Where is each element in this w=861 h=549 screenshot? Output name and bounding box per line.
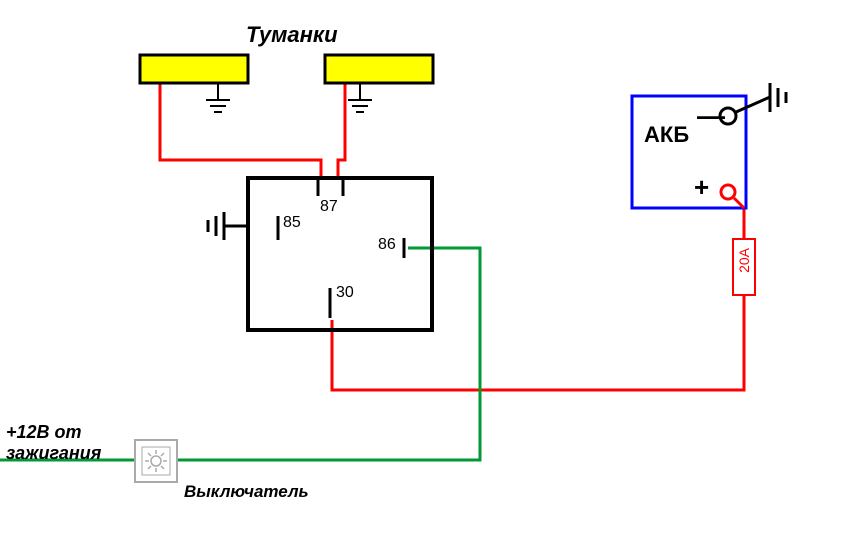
battery-minus: — xyxy=(697,100,723,132)
title-fog-lamps: Туманки xyxy=(246,22,338,48)
relay-pin-85: 85 xyxy=(283,214,301,232)
relay-pin-87: 87 xyxy=(320,198,338,216)
ignition-label: +12В от зажигания xyxy=(6,422,101,464)
wiring-diagram xyxy=(0,0,861,549)
switch-label: Выключатель xyxy=(184,482,309,502)
fuse-label: 20А xyxy=(736,248,752,273)
battery-label: АКБ xyxy=(644,122,689,148)
relay-pin-86: 86 xyxy=(378,236,396,254)
relay-pin-30: 30 xyxy=(336,284,354,302)
battery-plus: + xyxy=(694,172,709,203)
